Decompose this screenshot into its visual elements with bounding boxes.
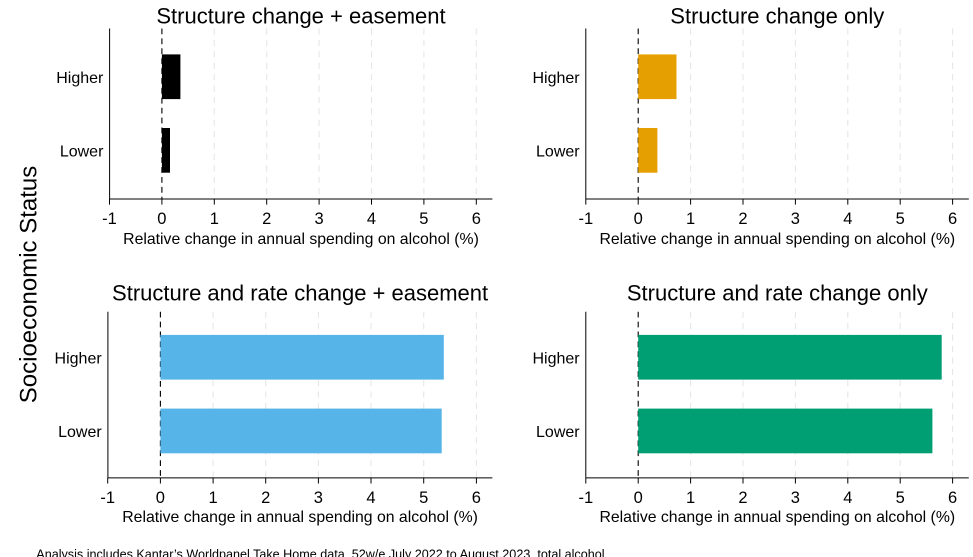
- svg-text:Lower: Lower: [536, 143, 580, 160]
- svg-text:0: 0: [634, 210, 643, 228]
- svg-text:Lower: Lower: [58, 424, 102, 441]
- svg-text:2: 2: [262, 210, 271, 228]
- svg-text:0: 0: [156, 489, 165, 507]
- svg-text:Higher: Higher: [532, 350, 580, 367]
- svg-text:Higher: Higher: [532, 70, 580, 87]
- svg-text:1: 1: [210, 210, 219, 228]
- svg-text:Structure and rate change only: Structure and rate change only: [627, 280, 928, 305]
- svg-text:3: 3: [791, 489, 800, 507]
- svg-text:Relative change in annual spen: Relative change in annual spending on al…: [123, 231, 479, 248]
- svg-text:Relative change in annual spen: Relative change in annual spending on al…: [599, 231, 955, 248]
- svg-text:Relative change in annual spen: Relative change in annual spending on al…: [599, 509, 955, 526]
- svg-text:1: 1: [686, 210, 695, 228]
- svg-text:6: 6: [472, 489, 481, 507]
- svg-text:Lower: Lower: [536, 424, 580, 441]
- svg-text:Higher: Higher: [55, 350, 103, 367]
- svg-text:3: 3: [315, 210, 324, 228]
- svg-text:0: 0: [157, 210, 166, 228]
- svg-text:-1: -1: [578, 489, 593, 507]
- svg-text:6: 6: [472, 210, 481, 228]
- svg-text:4: 4: [367, 210, 376, 228]
- svg-text:2: 2: [261, 489, 270, 507]
- svg-text:4: 4: [843, 210, 852, 228]
- svg-text:6: 6: [948, 489, 957, 507]
- svg-text:Relative change in annual spen: Relative change in annual spending on al…: [122, 509, 478, 526]
- svg-text:-1: -1: [100, 489, 115, 507]
- svg-text:Higher: Higher: [56, 70, 104, 87]
- svg-text:Structure change only: Structure change only: [670, 3, 884, 28]
- svg-text:2: 2: [738, 210, 747, 228]
- svg-text:0: 0: [634, 489, 643, 507]
- svg-text:2: 2: [738, 489, 747, 507]
- svg-text:Socioeconomic Status: Socioeconomic Status: [16, 166, 43, 403]
- svg-text:5: 5: [896, 210, 905, 228]
- svg-text:3: 3: [314, 489, 323, 507]
- svg-text:5: 5: [896, 489, 905, 507]
- svg-text:5: 5: [419, 210, 428, 228]
- svg-text:-1: -1: [102, 210, 117, 228]
- svg-text:6: 6: [948, 210, 957, 228]
- svg-text:4: 4: [366, 489, 375, 507]
- svg-text:5: 5: [419, 489, 428, 507]
- svg-text:Analysis includes Kantar’s Wor: Analysis includes Kantar’s Worldpanel Ta…: [36, 548, 604, 557]
- svg-text:Structure and rate change + ea: Structure and rate change + easement: [112, 280, 488, 305]
- svg-text:4: 4: [843, 489, 852, 507]
- svg-text:Lower: Lower: [60, 143, 104, 160]
- svg-text:3: 3: [791, 210, 800, 228]
- svg-text:-1: -1: [578, 210, 593, 228]
- svg-text:1: 1: [209, 489, 218, 507]
- svg-text:Structure change + easement: Structure change + easement: [156, 3, 445, 28]
- svg-text:1: 1: [686, 489, 695, 507]
